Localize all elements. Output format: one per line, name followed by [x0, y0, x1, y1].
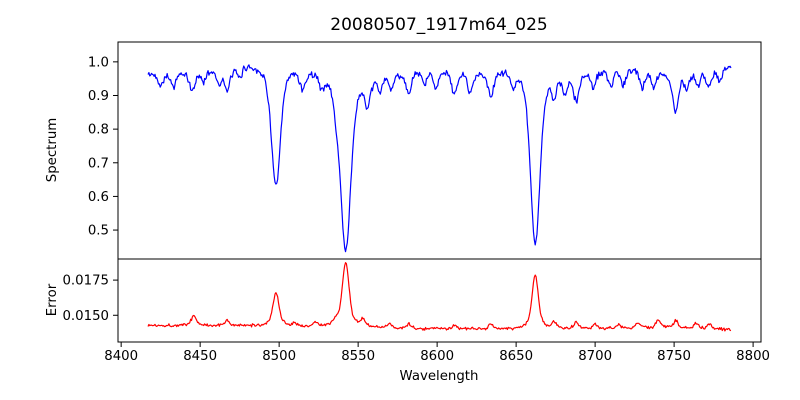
y-tick-label: 0.7: [88, 156, 109, 171]
x-tick-label: 8750: [657, 349, 691, 364]
error-line-group: [147, 262, 732, 332]
y-axis-label-spectrum: Spectrum: [45, 118, 60, 182]
y-tick-label: 0.8: [88, 123, 109, 138]
chart-title: 20080507_1917m64_025: [330, 15, 547, 35]
x-tick-label: 8800: [736, 349, 770, 364]
x-tick-label: 8500: [262, 349, 296, 364]
y-tick-label: 0.6: [88, 190, 109, 205]
y-tick-label: 0.0150: [62, 309, 109, 324]
x-tick-label: 8400: [104, 349, 138, 364]
ticks-group: 8400 8450 8500 8550 8600 8650 8700 8750 8800 0.5 0…: [62, 55, 770, 364]
x-axis-label: Wavelength: [400, 369, 479, 384]
error-panel-spine: [117, 258, 762, 343]
y-tick-label: 1.0: [88, 55, 109, 70]
y-axis-label-error: Error: [45, 283, 60, 316]
spectrum-line-group: [147, 64, 732, 253]
x-tick-label: 8650: [499, 349, 533, 364]
error-line: [147, 262, 732, 332]
spectrum-line: [147, 64, 732, 253]
x-tick-label: 8450: [183, 349, 217, 364]
y-tick-label: 0.0175: [62, 274, 109, 289]
x-tick-label: 8550: [341, 349, 375, 364]
x-tick-label: 8600: [420, 349, 454, 364]
y-tick-label: 0.9: [88, 89, 109, 104]
x-tick-label: 8700: [578, 349, 612, 364]
y-tick-label: 0.5: [88, 224, 109, 239]
